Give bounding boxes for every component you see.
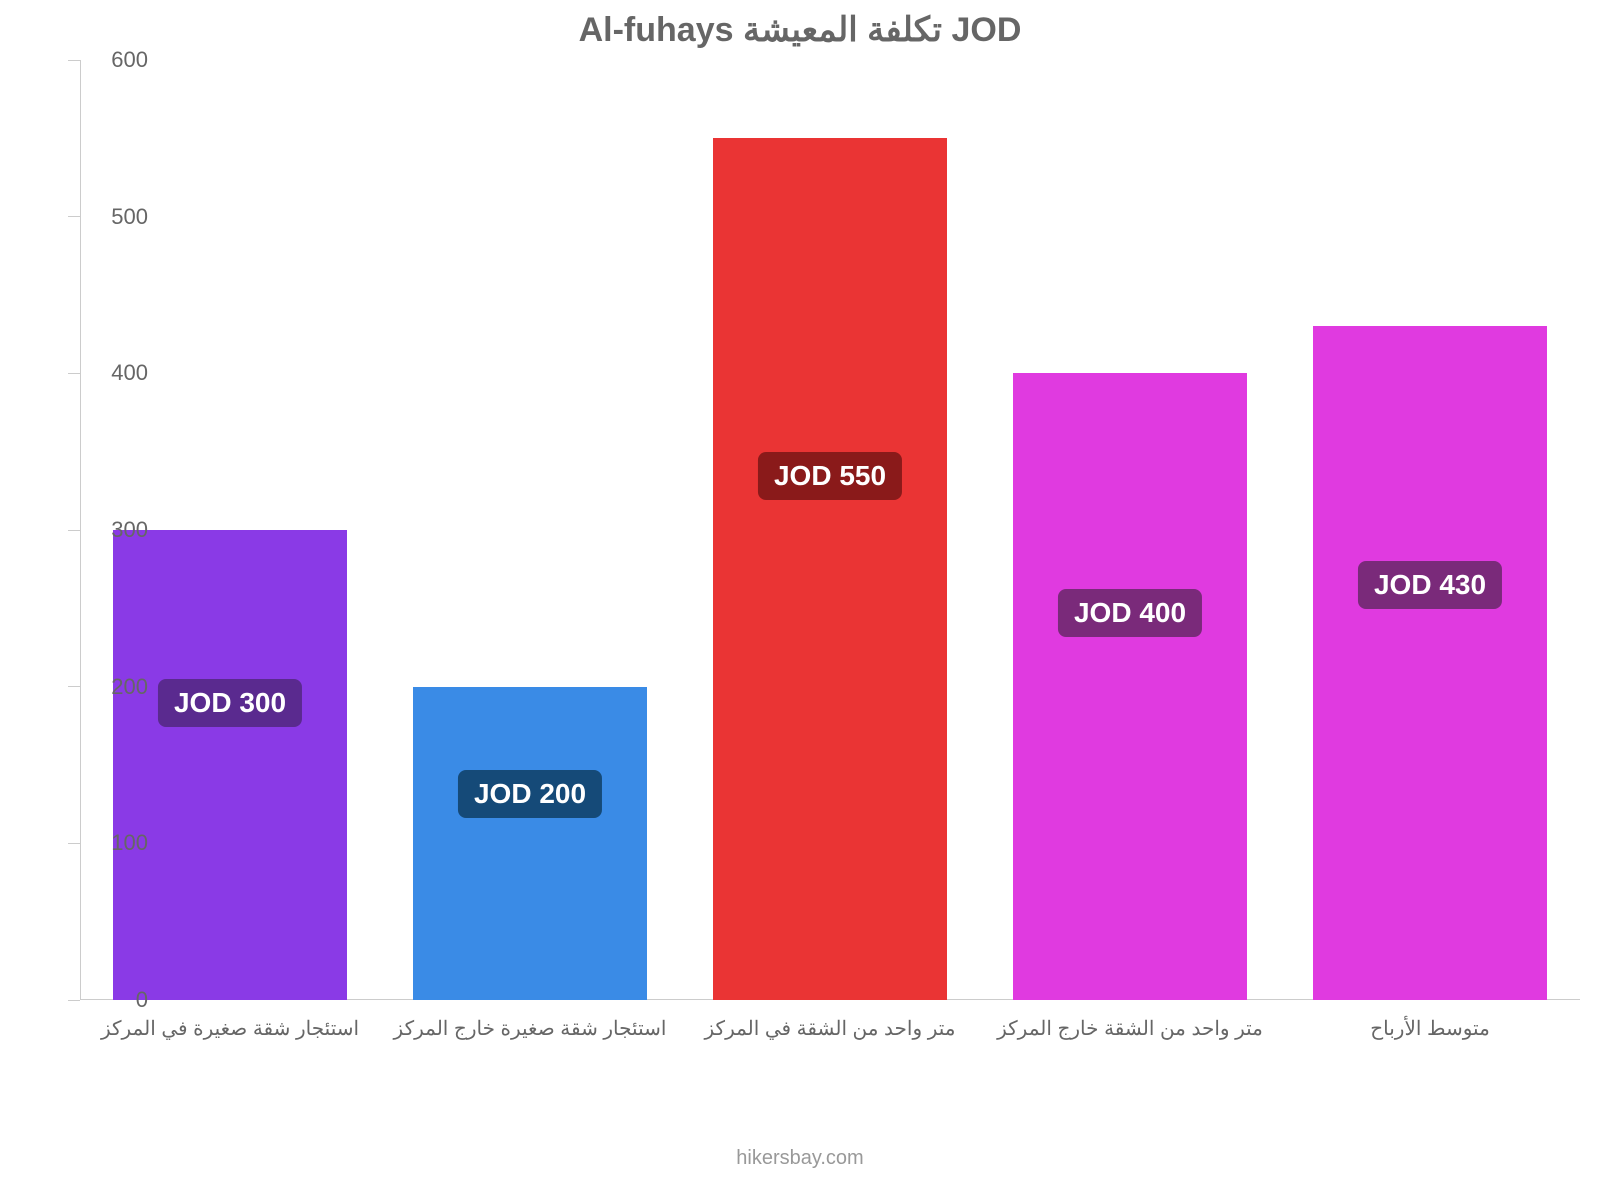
bar-value-badge: JOD 550 [758,452,902,500]
y-tick-label: 100 [88,830,148,856]
y-tick [68,1000,80,1001]
y-tick [68,843,80,844]
bar-value-badge: JOD 200 [458,770,602,818]
bar [1013,373,1247,1000]
y-tick-label: 500 [88,204,148,230]
x-category-label: استئجار شقة صغيرة في المركز [101,1016,359,1041]
y-tick [68,373,80,374]
bar-value-badge: JOD 430 [1358,561,1502,609]
y-tick-label: 200 [88,674,148,700]
bar [713,138,947,1000]
bars-layer: JOD 300 JOD 200 JOD 550 JOD 400 JOD 430 [80,60,1580,1000]
bar-value-badge: JOD 300 [158,679,302,727]
y-tick [68,530,80,531]
bar-value-badge: JOD 400 [1058,589,1202,637]
y-tick [68,216,80,217]
x-labels-layer: استئجار شقة صغيرة في المركز استئجار شقة ص… [80,1006,1580,1056]
bar-slot: JOD 300 [113,60,347,1000]
chart-container: Al-fuhays تكلفة المعيشة JOD JOD 300 JOD 2… [0,0,1600,1200]
bar [113,530,347,1000]
x-category-label: متر واحد من الشقة خارج المركز [997,1016,1263,1041]
x-category-label: متر واحد من الشقة في المركز [705,1016,956,1041]
y-tick-label: 600 [88,47,148,73]
x-category-label: استئجار شقة صغيرة خارج المركز [394,1016,667,1041]
y-tick-label: 400 [88,360,148,386]
bar [1313,326,1547,1000]
y-tick [68,686,80,687]
bar-slot: JOD 200 [413,60,647,1000]
x-category-label: متوسط الأرباح [1370,1016,1490,1041]
y-tick [68,60,80,61]
bar-slot: JOD 430 [1313,60,1547,1000]
bar-slot: JOD 400 [1013,60,1247,1000]
bar [413,687,647,1000]
bar-slot: JOD 550 [713,60,947,1000]
y-tick-label: 300 [88,517,148,543]
chart-title: Al-fuhays تكلفة المعيشة JOD [0,10,1600,50]
attribution-text: hikersbay.com [0,1147,1600,1170]
plot-area: JOD 300JOD 200JOD 550JOD 400JOD 430 0100… [80,60,1580,1000]
